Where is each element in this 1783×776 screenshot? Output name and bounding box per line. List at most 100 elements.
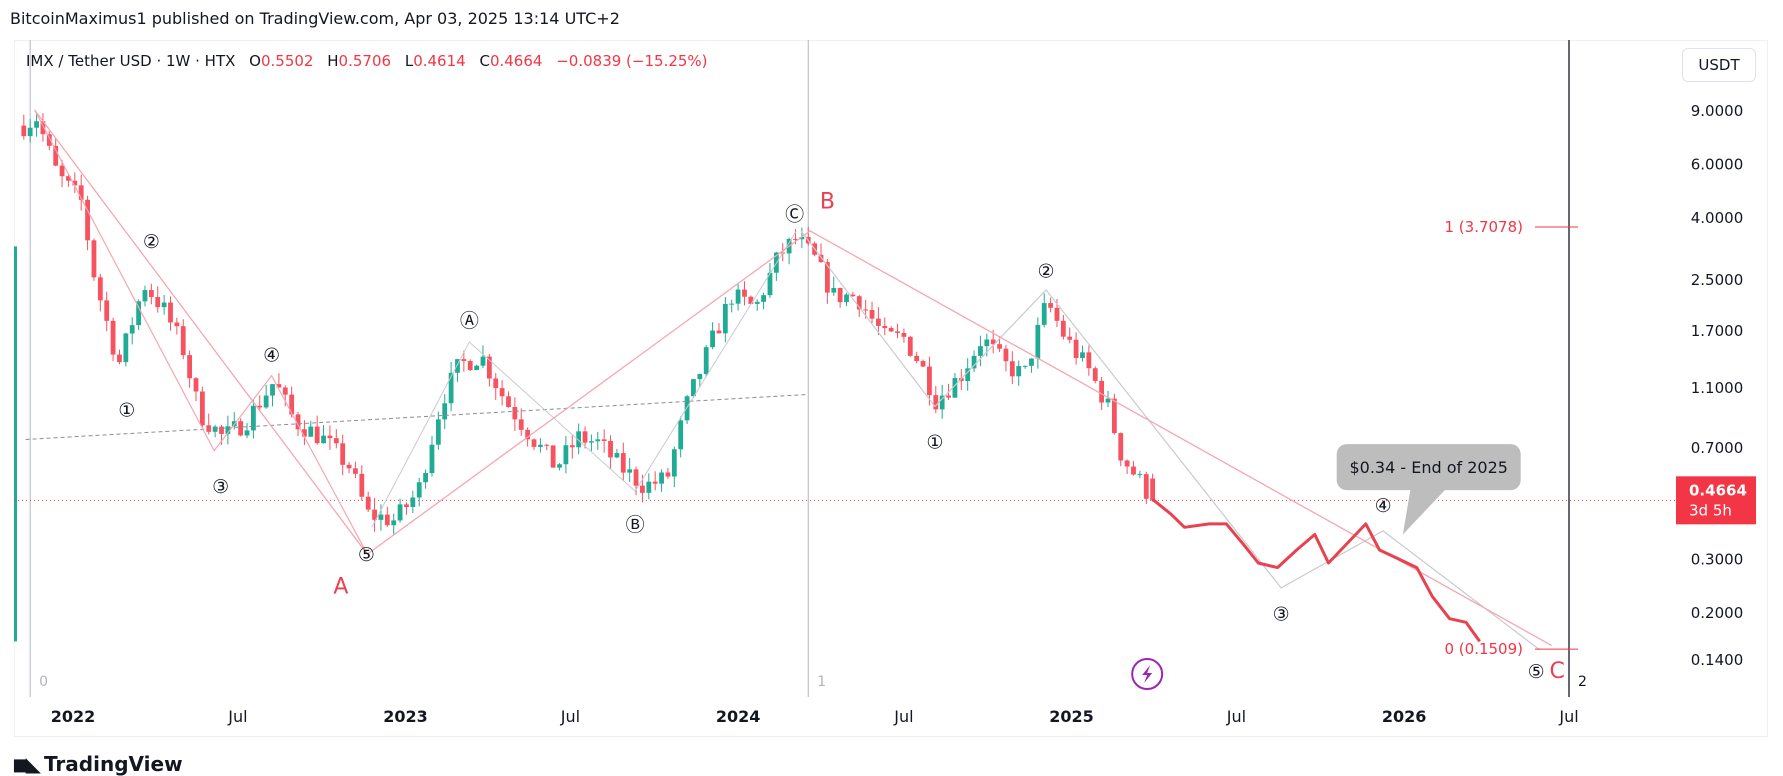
candle-body [180,326,186,356]
candle [678,416,684,458]
candle [34,112,39,137]
candle-body [1060,320,1066,337]
candle-body [933,395,939,410]
candle-body [518,419,524,430]
candle-body [869,310,875,319]
candle [818,243,824,263]
symbol-name[interactable]: IMX / Tether USD · 1W · HTX [26,52,236,70]
candle-body [544,444,550,446]
candle-body [531,439,537,447]
candle [474,364,480,371]
tradingview-logo[interactable]: ◼◣ TradingView [12,752,183,776]
tradingview-logo-icon: ◼◣ [12,752,41,776]
candle-body [691,379,696,397]
fib-level-label: 0 (0.1509) [1444,640,1523,658]
candle [1041,293,1047,328]
candle-body [410,497,416,507]
candle-body [665,472,671,477]
candle-body [340,443,346,465]
candle [136,299,141,330]
candle-body [569,445,575,448]
publisher-line: BitcoinMaximus1 published on TradingView… [10,9,620,28]
candle-body [397,504,403,521]
candle-body [907,336,913,356]
candle [665,467,671,479]
candle [978,335,983,367]
candle-body [467,361,473,371]
candle-body [276,384,282,388]
candle [576,423,582,455]
candle [1022,365,1028,369]
candle-body [34,121,39,128]
current-price-value: 0.4664 [1689,481,1747,499]
candle-body [1022,365,1028,367]
candle [1067,327,1073,344]
candle-body [990,339,996,345]
candle [608,435,613,469]
candle-body [148,290,154,298]
candle [410,490,416,514]
candle-body [104,300,110,321]
candle [212,424,218,438]
partial-candle [14,246,17,642]
candle-body [652,481,658,484]
wave-label: Ⓒ [785,203,804,225]
price-axis-tick: 0.1400 [1691,651,1744,669]
logo-text: TradingView [43,752,183,776]
candle [257,395,263,411]
candle-body [659,472,664,484]
time-axis-tick: 2022 [51,707,96,726]
candle [378,504,384,531]
candle [442,394,448,430]
candle [1035,317,1041,369]
candle [448,361,454,412]
currency-button[interactable]: USDT [1682,48,1756,82]
candle-body [384,514,390,526]
candle [518,408,524,436]
candle [27,119,33,143]
candle [244,423,250,439]
candle [939,384,945,419]
candle-body [225,426,231,434]
candle-body [423,473,428,483]
candle [187,350,193,388]
candle [480,345,486,368]
candle [155,286,161,313]
candle [620,442,626,482]
candle [550,445,556,468]
candle-body [404,504,409,507]
candle-body [965,368,971,382]
time-axis-tick: Jul [560,707,580,726]
candle [710,322,715,350]
candle [1086,345,1092,376]
candle [933,386,939,414]
candle-body [40,121,46,135]
candle-body [499,388,505,397]
candle-body [27,127,33,137]
candle-body [971,355,977,369]
candle [321,425,326,444]
price-axis-tick: 2.5000 [1691,271,1744,289]
candle [199,386,205,428]
candle-body [1124,460,1130,467]
candle [238,418,244,437]
wave-line-grey-2023 [371,230,797,528]
callout-text: $0.34 - End of 2025 [1349,458,1507,477]
candle [920,359,926,368]
candle [250,400,256,439]
candle-body [1003,348,1009,362]
candle-body [863,309,869,311]
candle-body [244,430,250,436]
candle [333,429,339,449]
candle [270,384,275,407]
candle-body [767,272,773,296]
candle-body [212,426,218,432]
candle [397,498,403,523]
candle [91,238,97,281]
candle [907,336,913,357]
candle-body [199,391,205,426]
lightning-icon-glyph [1142,665,1153,683]
candle [875,307,881,336]
candle [703,345,709,377]
